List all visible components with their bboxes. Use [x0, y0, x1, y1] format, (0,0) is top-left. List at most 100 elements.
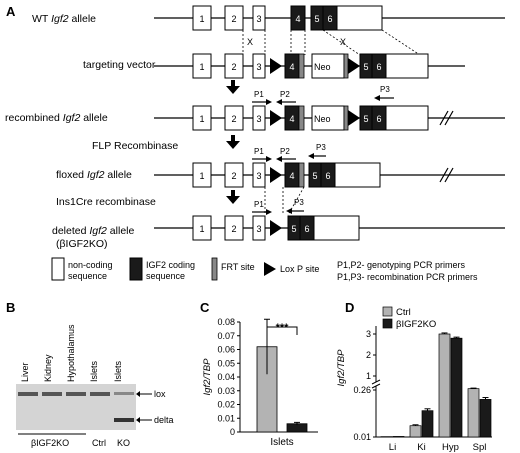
- svg-text:P3: P3: [316, 143, 326, 152]
- crossover-mark-2: X: [340, 37, 346, 47]
- primer-p3-arrow: [374, 95, 380, 101]
- homology-lines: X X: [242, 29, 421, 56]
- c-significance-bracket: [266, 326, 298, 335]
- legend-frt-swatch: [211, 257, 218, 281]
- primer-p2-label: P2: [280, 90, 290, 99]
- svg-text:6: 6: [325, 171, 330, 181]
- legend-noncoding-swatch: [51, 257, 65, 281]
- frt-site: [298, 53, 305, 79]
- wt-allele-map: 1 2 3 4 5 6: [154, 5, 505, 31]
- lane-label-hypothalamus: Hypothalamus: [66, 324, 76, 382]
- exon-4-label: 4: [295, 14, 300, 24]
- d-bar-spl-0: [467, 388, 480, 438]
- arrow-delta-icon: [136, 417, 140, 423]
- d-legend-label-0: Ctrl: [396, 307, 411, 318]
- lane-label-islets-ctrl: Islets: [89, 360, 99, 382]
- svg-text:2: 2: [231, 114, 236, 124]
- c-ytick-label-3: 0.03: [217, 386, 235, 396]
- step-arrow-1: [226, 80, 240, 94]
- d-ytick-label-4: 3: [366, 329, 371, 339]
- exon-4: [290, 5, 306, 31]
- d-xtick-label-3: Spl: [473, 442, 487, 453]
- legend-noncoding-label: non-coding: [68, 260, 113, 270]
- lane-label-kidney: Kidney: [43, 354, 53, 382]
- d-ytick-label-1: 0.26: [353, 385, 371, 395]
- d-xtick-label-1: Ki: [417, 442, 425, 453]
- row-label-wt: WT Igf2 allele: [32, 13, 96, 25]
- d-bar-ki-0: [409, 425, 422, 438]
- svg-text:1: 1: [199, 224, 204, 234]
- chart-c: 0 0.01 0.02 0.03 0.04 0.05 0.06 0.07 0.08 Igf2/TB…: [202, 317, 318, 448]
- row-label-floxed: floxed Igf2 allele: [56, 169, 132, 181]
- d-bar-hyp-1: [450, 337, 463, 438]
- svg-text:4: 4: [289, 114, 294, 124]
- svg-text:3: 3: [256, 62, 261, 72]
- row-label-deleted: deleted Igf2 allele: [52, 225, 134, 237]
- c-ytick-label-6: 0.06: [217, 345, 235, 355]
- legend-primer-note-2: P1,P3- recombination PCR primers: [337, 272, 478, 282]
- c-ylabel: Igf2/TBP: [202, 358, 213, 396]
- c-significance-label: ***: [276, 322, 290, 334]
- lane-label-islets-ko: Islets: [113, 360, 123, 382]
- exon-3-label: 3: [256, 14, 261, 24]
- exon-2-label: 2: [231, 14, 236, 24]
- step-arrow-2: [226, 135, 240, 149]
- legend-loxp-label: Lox P site: [280, 264, 319, 274]
- row-label-targeting-vector: targeting vector: [83, 59, 156, 71]
- floxed-allele-map: 1 2 3 4 5 6 P1 P2 P3: [154, 143, 505, 188]
- d-xtick-label-0: Li: [389, 442, 396, 453]
- d-bar-ki-1: [421, 410, 434, 438]
- exon-6-utr: [336, 5, 383, 31]
- panel-a-legend: non-coding sequence IGF2 coding sequence…: [51, 257, 478, 282]
- gel-panel: Liver Kidney Hypothalamus Islets Islets …: [16, 324, 174, 448]
- lane-label-liver: Liver: [20, 362, 30, 382]
- panel-label-a: A: [6, 4, 16, 19]
- legend-coding-swatch: [129, 257, 143, 281]
- svg-text:2: 2: [231, 224, 236, 234]
- svg-text:6: 6: [376, 114, 381, 124]
- arrow-delta-label: delta: [154, 415, 174, 425]
- c-xlabel: Islets: [270, 437, 293, 448]
- exon-1: [192, 5, 212, 31]
- svg-text:3: 3: [256, 114, 261, 124]
- deleted-allele-map: 1 2 3 5 6 P1 P3: [154, 198, 505, 241]
- d-bar-hyp-0: [438, 333, 451, 438]
- arrow-lox-icon: [136, 391, 140, 397]
- band-kidney-lox: [42, 392, 62, 396]
- exon-5-label: 5: [314, 14, 319, 24]
- c-ytick-label-8: 0.08: [217, 317, 235, 327]
- c-ytick-label-5: 0.05: [217, 358, 235, 368]
- c-ytick-label-0: 0: [230, 427, 235, 437]
- primer-p1-label: P1: [254, 90, 264, 99]
- d-bar-li-1: [392, 436, 405, 438]
- d-ytick-label-0: 0.01: [353, 432, 371, 442]
- band-islets-ko-lox: [114, 392, 134, 395]
- d-ylabel: Igf2/TBP: [336, 349, 347, 387]
- group-label-bigf2ko: βIGF2KO: [31, 438, 69, 448]
- band-islets-ctrl-lox: [90, 392, 110, 396]
- svg-text:2: 2: [231, 171, 236, 181]
- svg-text:6: 6: [304, 224, 309, 234]
- step-label-cre: Ins1Cre recombinase: [56, 196, 156, 208]
- svg-text:5: 5: [312, 171, 317, 181]
- recombined-allele-map: 1 2 3 4 Neo 5 6 P1 P2 P3: [154, 85, 505, 131]
- svg-text:2: 2: [231, 62, 236, 72]
- band-islets-ko-delta: [114, 418, 134, 422]
- group-label-ko: KO: [117, 438, 130, 448]
- legend-loxp-icon: [264, 262, 276, 276]
- svg-text:P2: P2: [280, 147, 290, 156]
- exon-1-label: 1: [199, 14, 204, 24]
- arrow-lox-label: lox: [154, 389, 166, 399]
- d-legend-swatch-0: [382, 306, 393, 317]
- gel-image: [16, 384, 136, 430]
- svg-text:P1: P1: [254, 147, 264, 156]
- svg-text:4: 4: [289, 62, 294, 72]
- svg-text:P3: P3: [294, 198, 304, 207]
- d-ytick-label-2: 1: [366, 371, 371, 381]
- targeting-vector-map: 1 2 3 4 Neo 5 6: [154, 53, 465, 79]
- exon-6-label: 6: [327, 14, 332, 24]
- deletion-lines: [264, 186, 305, 216]
- panel-label-b: B: [6, 300, 15, 315]
